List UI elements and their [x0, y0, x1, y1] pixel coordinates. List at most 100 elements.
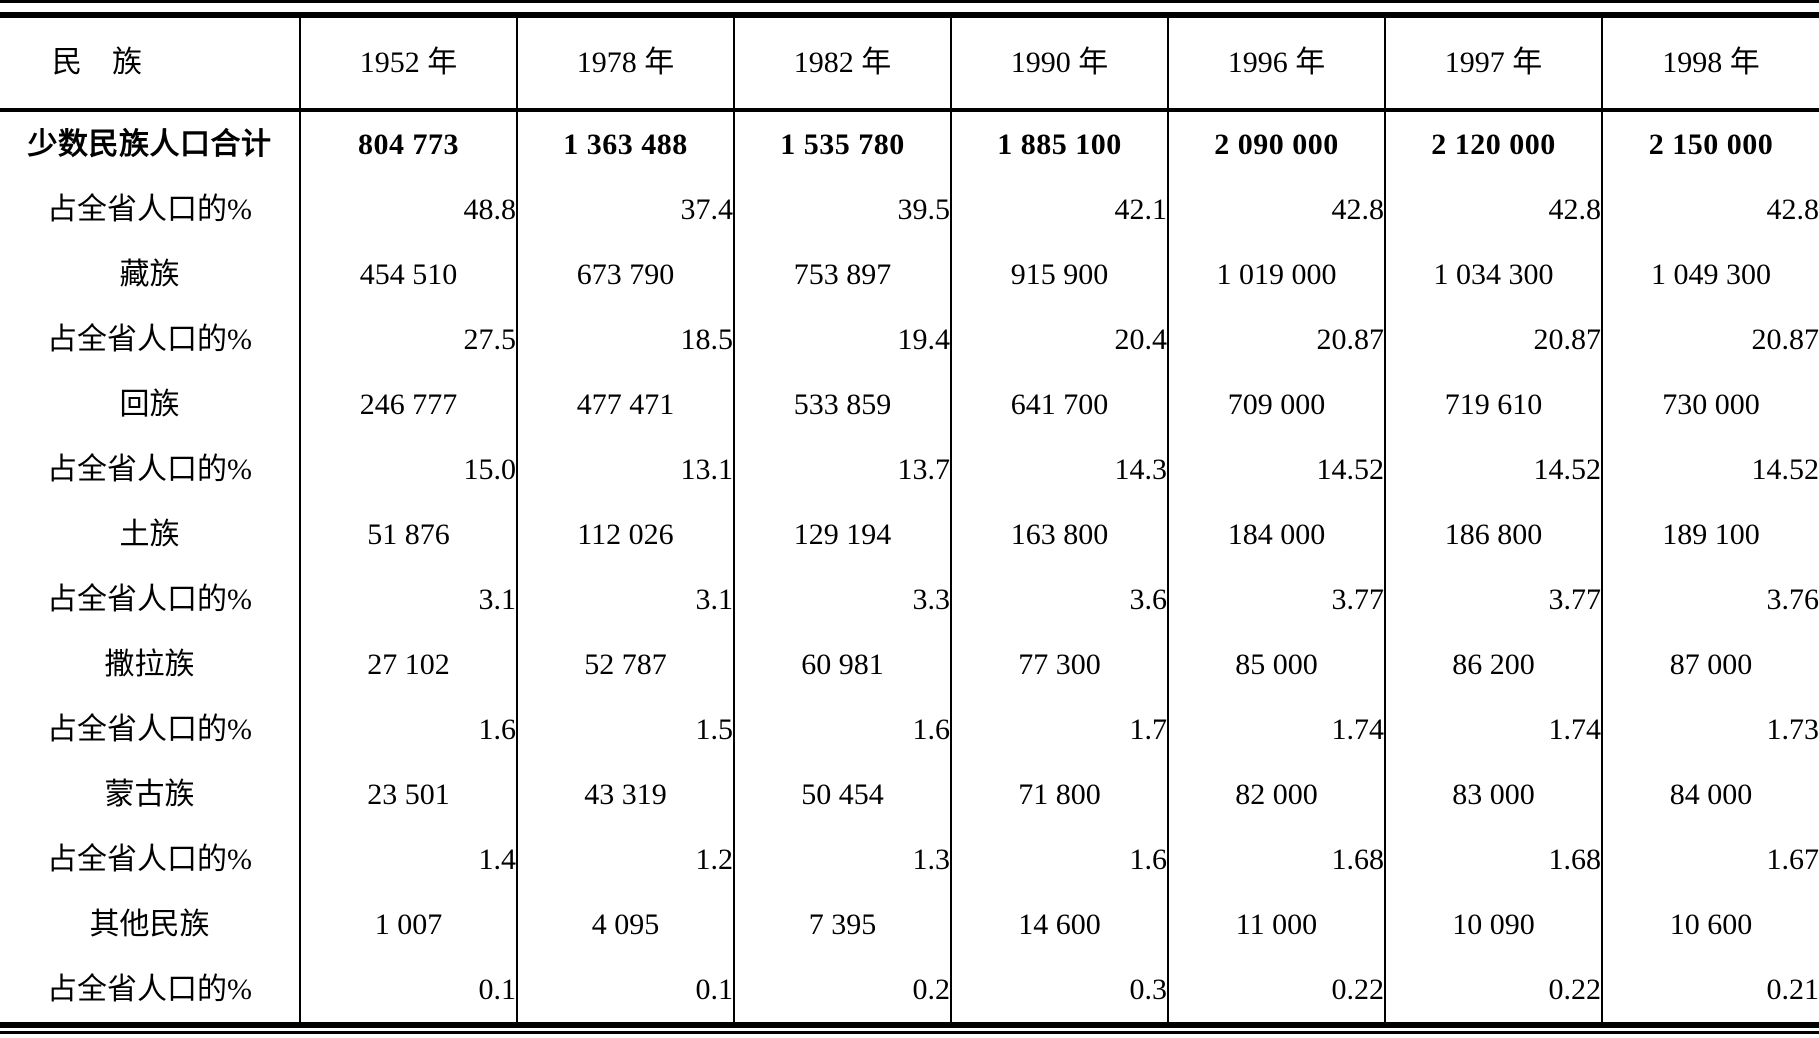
population-value-cell: 112 026 [516, 502, 734, 567]
population-value-cell: 246 777 [299, 372, 517, 437]
population-value-cell: 86 200 [1384, 632, 1602, 697]
population-value-cell: 1 885 100 [950, 110, 1168, 177]
percent-value-cell: 3.3 [733, 567, 951, 632]
percent-value-cell: 0.1 [299, 957, 517, 1022]
row-label-cell: 回族 [119, 387, 180, 421]
percent-value-cell: 1.5 [516, 697, 734, 762]
population-value-cell: 83 000 [1384, 762, 1602, 827]
population-value-cell: 50 454 [733, 762, 951, 827]
population-value-cell: 51 876 [299, 502, 517, 567]
percent-value-cell: 1.74 [1384, 697, 1602, 762]
population-value-cell: 27 102 [299, 632, 517, 697]
population-value-cell: 77 300 [950, 632, 1168, 697]
table-row: 其他民族 1 007 4 095 7 395 14 600 11 000 10 090 10 … [0, 892, 1819, 957]
population-value-cell: 2 090 000 [1167, 110, 1385, 177]
row-label-cell: 占全省人口的% [47, 192, 252, 226]
top-inner-rule [0, 12, 1819, 18]
population-value-cell: 454 510 [299, 242, 517, 307]
percent-value-cell: 48.8 [299, 177, 517, 242]
table-row: 回族 246 777 477 471 533 859 641 700 709 000 719… [0, 372, 1819, 437]
header-cell-year: 1996 年 [1167, 18, 1385, 112]
table-row: 占全省人口的% 1.6 1.5 1.6 1.7 1.74 1.74 1.73 [0, 697, 1819, 762]
population-value-cell: 71 800 [950, 762, 1168, 827]
table-row: 占全省人口的% 27.5 18.5 19.4 20.4 20.87 20.87 20.87 [0, 307, 1819, 372]
percent-value-cell: 3.6 [950, 567, 1168, 632]
percent-value-cell: 3.77 [1384, 567, 1602, 632]
population-value-cell: 804 773 [299, 110, 517, 177]
header-cell-ethnicity: 民 族 [0, 18, 300, 112]
row-label-cell: 土族 [119, 517, 180, 551]
table-body: 少数民族人口合计 804 773 1 363 488 1 535 780 1 885 1… [0, 110, 1819, 1022]
population-value-cell: 719 610 [1384, 372, 1602, 437]
population-value-cell: 184 000 [1167, 502, 1385, 567]
percent-value-cell: 19.4 [733, 307, 951, 372]
population-value-cell: 84 000 [1601, 762, 1819, 827]
row-label-cell: 蒙古族 [104, 777, 195, 811]
percent-value-cell: 1.74 [1167, 697, 1385, 762]
row-label-cell: 少数民族人口合计 [27, 127, 272, 161]
percent-value-cell: 14.52 [1601, 437, 1819, 502]
row-label-cell: 其他民族 [89, 907, 210, 941]
percent-value-cell: 1.67 [1601, 827, 1819, 892]
population-value-cell: 730 000 [1601, 372, 1819, 437]
table-row: 占全省人口的% 3.1 3.1 3.3 3.6 3.77 3.77 3.76 [0, 567, 1819, 632]
percent-value-cell: 1.7 [950, 697, 1168, 762]
population-value-cell: 11 000 [1167, 892, 1385, 957]
population-value-cell: 1 034 300 [1384, 242, 1602, 307]
header-cell-year: 1990 年 [950, 18, 1168, 112]
percent-value-cell: 42.8 [1601, 177, 1819, 242]
population-value-cell: 163 800 [950, 502, 1168, 567]
percent-value-cell: 1.2 [516, 827, 734, 892]
table-row: 占全省人口的% 1.4 1.2 1.3 1.6 1.68 1.68 1.67 [0, 827, 1819, 892]
population-value-cell: 477 471 [516, 372, 734, 437]
percent-value-cell: 42.1 [950, 177, 1168, 242]
population-value-cell: 1 363 488 [516, 110, 734, 177]
population-value-cell: 1 049 300 [1601, 242, 1819, 307]
bottom-outer-rule [0, 1031, 1819, 1034]
population-value-cell: 129 194 [733, 502, 951, 567]
header-cell-year: 1952 年 [299, 18, 517, 112]
percent-value-cell: 1.6 [950, 827, 1168, 892]
row-label-cell: 占全省人口的% [47, 452, 252, 486]
percent-value-cell: 13.1 [516, 437, 734, 502]
percent-value-cell: 3.1 [299, 567, 517, 632]
percent-value-cell: 3.76 [1601, 567, 1819, 632]
percent-value-cell: 15.0 [299, 437, 517, 502]
percent-value-cell: 3.1 [516, 567, 734, 632]
population-value-cell: 186 800 [1384, 502, 1602, 567]
population-value-cell: 43 319 [516, 762, 734, 827]
population-value-cell: 10 600 [1601, 892, 1819, 957]
percent-value-cell: 37.4 [516, 177, 734, 242]
header-cell-year: 1997 年 [1384, 18, 1602, 112]
population-value-cell: 60 981 [733, 632, 951, 697]
percent-value-cell: 0.2 [733, 957, 951, 1022]
row-label-cell: 占全省人口的% [47, 972, 252, 1006]
percent-value-cell: 14.52 [1384, 437, 1602, 502]
percent-value-cell: 20.87 [1167, 307, 1385, 372]
population-value-cell: 1 019 000 [1167, 242, 1385, 307]
percent-value-cell: 3.77 [1167, 567, 1385, 632]
table-row: 蒙古族 23 501 43 319 50 454 71 800 82 000 83 000 8… [0, 762, 1819, 827]
population-value-cell: 85 000 [1167, 632, 1385, 697]
top-outer-rule [0, 0, 1819, 3]
percent-value-cell: 13.7 [733, 437, 951, 502]
population-value-cell: 641 700 [950, 372, 1168, 437]
population-value-cell: 4 095 [516, 892, 734, 957]
percent-value-cell: 1.73 [1601, 697, 1819, 762]
population-value-cell: 82 000 [1167, 762, 1385, 827]
population-value-cell: 7 395 [733, 892, 951, 957]
population-value-cell: 915 900 [950, 242, 1168, 307]
population-value-cell: 2 150 000 [1601, 110, 1819, 177]
table-row: 撒拉族 27 102 52 787 60 981 77 300 85 000 86 200 8… [0, 632, 1819, 697]
percent-value-cell: 42.8 [1384, 177, 1602, 242]
percent-value-cell: 1.3 [733, 827, 951, 892]
percent-value-cell: 27.5 [299, 307, 517, 372]
table-row: 占全省人口的% 15.0 13.1 13.7 14.3 14.52 14.52 14.52 [0, 437, 1819, 502]
percent-value-cell: 1.68 [1167, 827, 1385, 892]
percent-value-cell: 20.4 [950, 307, 1168, 372]
population-value-cell: 14 600 [950, 892, 1168, 957]
percent-value-cell: 1.68 [1384, 827, 1602, 892]
percent-value-cell: 18.5 [516, 307, 734, 372]
